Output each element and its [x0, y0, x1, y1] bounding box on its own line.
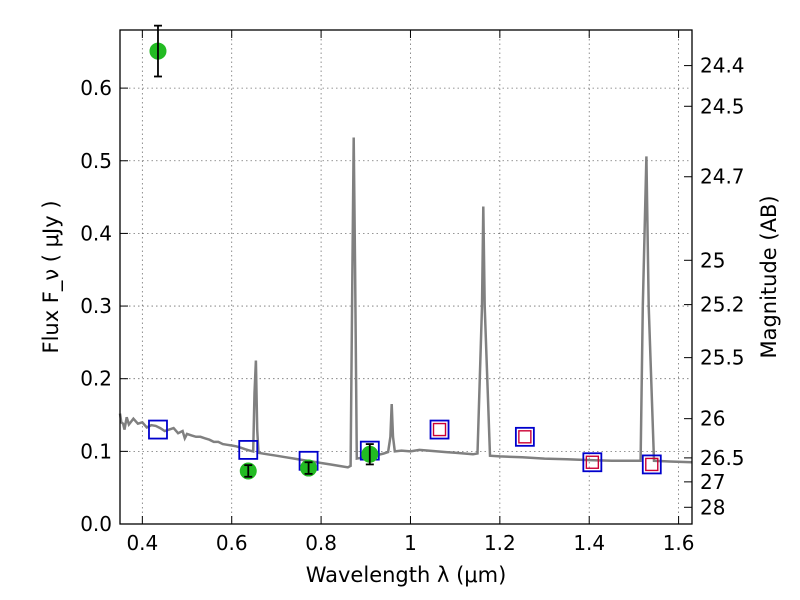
- right-tick-label: 26.5: [700, 446, 745, 470]
- model-band-square: [429, 419, 450, 440]
- y-axis-ticks: 0.0 0.1 0.2 0.3 0.4 0.5 0.6: [80, 76, 128, 536]
- model-band-square: [238, 439, 259, 460]
- y-tick-label: 0.3: [80, 294, 112, 318]
- right-tick-label: 24.5: [700, 94, 745, 118]
- y-tick-label: 0.0: [80, 512, 112, 536]
- y-tick-label: 0.1: [80, 439, 112, 463]
- data-marks: [148, 24, 662, 480]
- right-tick-label: 24.7: [700, 165, 745, 189]
- model-spectrum-line: [118, 137, 693, 469]
- nir-inner-square: [645, 457, 659, 472]
- x-tick-label: 1.4: [573, 531, 605, 555]
- y-axis-label: Flux F_ν ( μJy ): [39, 200, 64, 353]
- y-tick-label: 0.4: [80, 221, 112, 245]
- plot-frame: [119, 29, 693, 525]
- x-tick-label: 0.6: [216, 531, 248, 555]
- x-tick-label: 0.4: [126, 531, 158, 555]
- x-tick-label: 0.8: [305, 531, 337, 555]
- y-tick-label: 0.5: [80, 149, 112, 173]
- model-band-square: [514, 426, 535, 447]
- x-axis-ticks: 0.4 0.6 0.8 1 1.2 1.4 1.6: [126, 30, 695, 555]
- x-tick-label: 1.6: [663, 531, 695, 555]
- x-tick-label: 1.2: [484, 531, 516, 555]
- nir-inner-square: [518, 430, 532, 444]
- nir-inner-square: [585, 455, 600, 469]
- right-tick-label: 25.5: [700, 346, 745, 370]
- model-band-square: [148, 419, 168, 440]
- model-band-square: [582, 452, 603, 473]
- right-tick-label: 25.2: [700, 293, 745, 317]
- right-tick-label: 25: [700, 248, 725, 272]
- y-tick-label: 0.6: [80, 76, 112, 100]
- nir-inner-square: [432, 422, 447, 437]
- right-tick-label: 24.4: [700, 54, 745, 78]
- right-tick-label: 28: [700, 495, 725, 519]
- right-axis-label: Magnitude (AB): [757, 195, 781, 358]
- y-tick-label: 0.2: [80, 367, 112, 391]
- x-axis-label: Wavelength λ (μm): [306, 563, 507, 587]
- right-tick-label: 27: [700, 470, 725, 494]
- right-tick-label: 26: [700, 407, 725, 431]
- model-band-square: [641, 454, 662, 475]
- x-tick-label: 1: [404, 531, 417, 555]
